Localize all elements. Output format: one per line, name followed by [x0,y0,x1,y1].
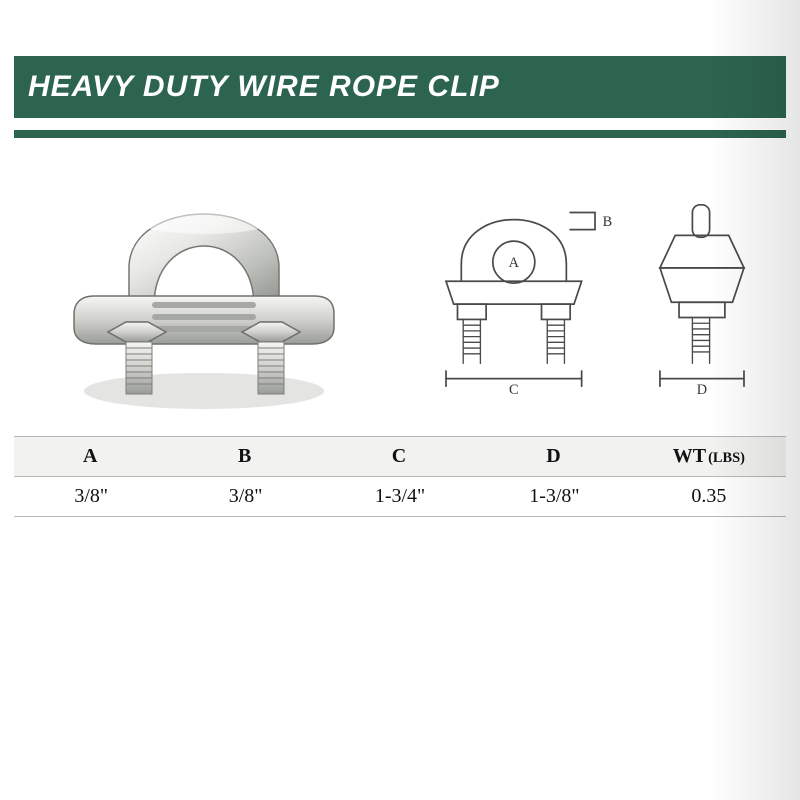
spec-val-wt: 0.35 [632,477,786,517]
spec-val-d: 1-3/8" [477,477,631,517]
spec-val-b: 3/8" [168,477,322,517]
spec-col-b: B [168,436,322,477]
diagram-label-c: C [509,382,519,398]
spec-val-c: 1-3/4" [323,477,477,517]
spec-col-d: D [477,436,631,477]
diagram-label-a: A [509,255,520,271]
header-band: HEAVY DUTY WIRE ROPE CLIP [14,56,786,118]
spec-col-a: A [14,436,168,477]
spec-header-row: A B C D WT(LBS) [14,436,786,477]
page-title: HEAVY DUTY WIRE ROPE CLIP [28,70,500,104]
spec-col-c: C [323,436,477,477]
header-underline [14,130,786,138]
page-canvas: HEAVY DUTY WIRE ROPE CLIP [0,0,800,800]
figure-row: A B C D [14,152,786,420]
spec-col-wt: WT(LBS) [632,436,786,477]
product-photo [34,156,374,416]
diagram-label-d: D [697,382,707,398]
diagram-label-b: B [603,214,613,230]
spec-value-row: 3/8" 3/8" 1-3/4" 1-3/8" 0.35 [14,477,786,517]
dimension-diagram: A B C D [404,171,786,401]
spec-table: A B C D WT(LBS) 3/8" 3/8" 1-3/4" 1-3/8" … [14,436,786,517]
spec-val-a: 3/8" [14,477,168,517]
